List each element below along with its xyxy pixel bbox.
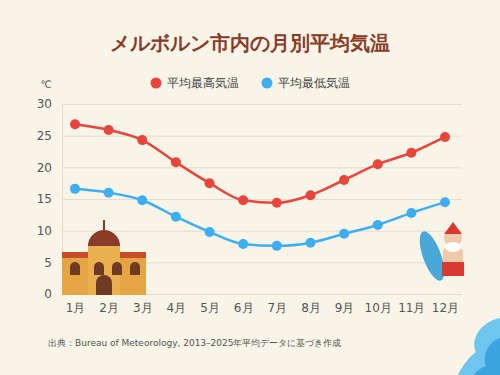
x-tick: 11月: [398, 301, 425, 315]
point: [440, 132, 450, 142]
x-tick-label: 2月: [99, 301, 119, 315]
grid-line: [62, 231, 462, 232]
x-tick: 10月: [365, 301, 392, 315]
source-note: 出典：Bureau of Meteorology, 2013–2025年平均デー…: [48, 338, 342, 348]
point: [305, 190, 315, 200]
point: [238, 195, 248, 205]
x-tick: 4月: [167, 301, 187, 315]
x-tick: 7月: [267, 301, 287, 315]
legend-label: 平均最高気温: [167, 76, 239, 90]
title: メルボルン市内の月別平均気温: [110, 31, 390, 55]
y-tick: 20: [37, 161, 462, 175]
point: [171, 157, 181, 167]
y-tick-label: 25: [37, 129, 52, 143]
x-tick-label: 11月: [398, 301, 425, 315]
y-tick-label: 10: [37, 224, 52, 238]
point: [171, 212, 181, 222]
point: [70, 184, 80, 194]
y-tick: 30: [37, 97, 462, 111]
y-tick-label: 20: [37, 161, 52, 175]
y-tick-label: 15: [37, 192, 52, 206]
x-tick: 12月: [432, 301, 459, 315]
series-line: [75, 124, 445, 203]
legend-item: 平均最低気温: [262, 76, 351, 90]
x-tick-label: 10月: [365, 301, 392, 315]
point: [238, 239, 248, 249]
x-tick-label: 6月: [234, 301, 254, 315]
x-tick: 6月: [234, 301, 254, 315]
y-axis-title: ℃: [40, 79, 51, 90]
series-line: [75, 189, 445, 246]
x-tick: 9月: [335, 301, 355, 315]
x-tick: 2月: [99, 301, 119, 315]
y-tick: 25: [37, 129, 462, 143]
point: [70, 119, 80, 129]
point: [373, 159, 383, 169]
point: [406, 148, 416, 158]
point: [272, 198, 282, 208]
x-axis: 1月 2月 3月 4月 5月 6月 7月 8月 9月 10月 11月 12月: [66, 295, 459, 315]
point: [373, 220, 383, 230]
legend-item: 平均最高気温: [151, 76, 240, 90]
point: [104, 188, 114, 198]
chart: メルボルン市内の月別平均気温 0 5 10 15 20 25 30 ℃ 1月 2月 3月 4月 5月 6月 7…: [0, 0, 500, 375]
x-tick-label: 5月: [200, 301, 220, 315]
point: [339, 229, 349, 239]
grid-line: [62, 104, 462, 105]
point: [305, 238, 315, 248]
x-tick: 1月: [66, 301, 86, 315]
grid-line: [62, 136, 462, 137]
decoration-building: [62, 220, 146, 295]
point: [272, 241, 282, 251]
point: [406, 208, 416, 218]
decoration-santa: [415, 222, 464, 284]
decoration-wave: [458, 318, 500, 375]
plot-area: [70, 119, 450, 251]
x-tick-label: 1月: [66, 301, 86, 315]
decoration-wave: [474, 338, 500, 375]
x-tick-label: 9月: [335, 301, 355, 315]
y-tick-label: 0: [44, 287, 52, 301]
point: [137, 135, 147, 145]
point: [137, 195, 147, 205]
y-tick-label: 5: [44, 256, 52, 270]
legend-marker: [151, 78, 162, 89]
x-tick-label: 4月: [167, 301, 187, 315]
point: [339, 175, 349, 185]
legend: 平均最高気温 平均最低気温: [151, 76, 351, 90]
legend-marker: [262, 78, 273, 89]
point: [440, 197, 450, 207]
grid-line: [62, 167, 462, 168]
grid-line: [62, 199, 462, 200]
x-tick-label: 3月: [133, 301, 153, 315]
y-axis: 0 5 10 15 20 25 30: [37, 97, 462, 301]
point: [205, 178, 215, 188]
background: [0, 0, 500, 375]
x-tick-label: 12月: [432, 301, 459, 315]
x-tick-label: 8月: [301, 301, 321, 315]
y-tick-label: 30: [37, 97, 52, 111]
legend-label: 平均最低気温: [278, 76, 350, 90]
y-tick: 15: [37, 192, 462, 206]
x-tick: 8月: [301, 301, 321, 315]
x-tick: 5月: [200, 301, 220, 315]
x-tick-label: 7月: [267, 301, 287, 315]
x-tick: 3月: [133, 301, 153, 315]
point: [205, 227, 215, 237]
point: [104, 125, 114, 135]
